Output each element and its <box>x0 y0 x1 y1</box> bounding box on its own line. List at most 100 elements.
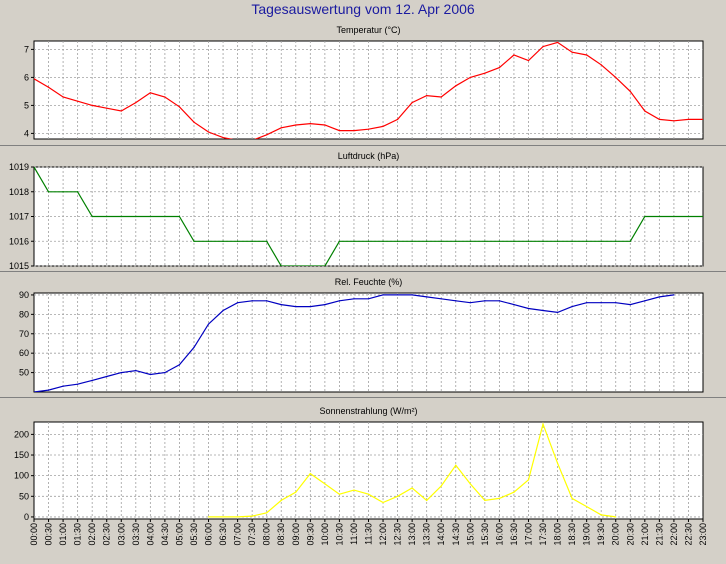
x-tick-label: 19:00 <box>582 523 592 546</box>
x-tick-label: 11:00 <box>349 523 359 545</box>
x-tick-label: 13:00 <box>407 523 417 546</box>
data-point <box>469 240 471 242</box>
data-point <box>382 294 384 296</box>
y-tick-label: 1019 <box>9 162 29 172</box>
data-point <box>47 389 50 391</box>
x-tick-label: 12:00 <box>378 523 388 546</box>
data-point <box>237 302 239 304</box>
data-point <box>411 294 413 296</box>
x-tick-label: 16:00 <box>494 523 504 546</box>
data-point <box>309 123 311 125</box>
data-point <box>106 375 108 378</box>
x-tick-label: 15:30 <box>480 523 490 546</box>
data-point <box>426 95 428 97</box>
data-point <box>556 41 559 44</box>
data-point <box>324 483 326 485</box>
data-point <box>600 64 602 66</box>
data-point <box>600 302 602 304</box>
data-point <box>251 240 253 242</box>
data-point <box>571 240 573 242</box>
data-point <box>280 499 282 502</box>
data-point <box>178 106 181 108</box>
data-point <box>396 118 399 120</box>
x-tick-label: 08:30 <box>276 523 286 546</box>
x-tick-label: 20:30 <box>625 523 635 546</box>
data-point <box>629 240 631 242</box>
data-point <box>498 300 500 302</box>
data-point <box>658 296 660 298</box>
y-tick-label: 80 <box>19 309 29 319</box>
y-tick-label: 1018 <box>9 187 29 197</box>
y-tick-label: 200 <box>14 429 29 439</box>
data-point <box>120 110 122 112</box>
data-point <box>571 305 573 308</box>
x-tick-label: 13:30 <box>422 523 432 546</box>
data-point <box>673 120 675 122</box>
data-point <box>164 96 166 98</box>
y-tick-label: 70 <box>19 329 29 339</box>
y-tick-label: 4 <box>24 128 29 138</box>
data-point <box>324 265 326 266</box>
data-point <box>135 215 137 218</box>
x-tick-label: 21:00 <box>640 523 650 546</box>
chart-title: Temperatur (°C) <box>336 25 400 35</box>
data-point <box>309 472 311 475</box>
data-point <box>207 131 210 133</box>
data-point <box>222 516 224 518</box>
data-point <box>484 499 486 502</box>
data-point <box>34 167 35 168</box>
data-point <box>149 92 151 94</box>
data-point <box>513 491 515 493</box>
data-point <box>586 54 588 56</box>
data-point <box>309 305 311 308</box>
data-point <box>382 501 384 504</box>
data-point <box>455 240 457 242</box>
x-tick-label: 09:30 <box>305 523 315 546</box>
data-point <box>542 240 544 242</box>
data-point <box>658 118 660 120</box>
data-point <box>615 516 617 518</box>
data-point <box>440 485 442 487</box>
data-point <box>571 51 573 53</box>
data-point <box>426 296 428 298</box>
x-tick-label: 04:00 <box>145 523 155 546</box>
x-tick-label: 19:30 <box>596 523 606 546</box>
panel-divider <box>0 145 726 146</box>
data-point <box>309 265 311 266</box>
x-tick-label: 17:00 <box>524 523 534 546</box>
data-point <box>367 128 370 130</box>
data-point <box>687 215 690 218</box>
data-point <box>280 127 282 129</box>
data-point <box>498 497 500 499</box>
y-tick-label: 50 <box>19 368 29 378</box>
y-tick-label: 60 <box>19 348 29 358</box>
y-tick-label: 90 <box>19 290 29 300</box>
x-tick-label: 20:00 <box>611 523 621 546</box>
data-point <box>513 304 515 306</box>
x-tick-label: 18:00 <box>553 523 563 546</box>
x-tick-label: 10:00 <box>320 523 330 546</box>
data-point <box>295 124 297 126</box>
data-point <box>193 346 195 348</box>
data-point <box>237 516 239 518</box>
data-point <box>91 104 93 106</box>
x-tick-label: 22:00 <box>669 523 679 546</box>
x-tick-label: 01:30 <box>73 523 83 546</box>
data-point <box>338 240 341 242</box>
data-point <box>600 514 602 516</box>
data-point <box>586 302 588 304</box>
data-point <box>527 240 530 242</box>
chart-panel-2: 1015 1016 1017 1018 1019 Luftdruck (hPa) <box>9 151 704 271</box>
x-tick-label: 11:30 <box>364 523 374 545</box>
y-tick-label: 0 <box>24 512 29 522</box>
x-tick-label: 16:30 <box>509 523 519 546</box>
data-point <box>178 215 181 218</box>
data-point <box>411 102 413 104</box>
data-point <box>77 191 79 193</box>
data-point <box>469 302 471 304</box>
data-point <box>266 134 268 136</box>
data-point <box>324 124 326 126</box>
data-point <box>527 60 530 62</box>
panel-divider <box>0 397 726 398</box>
data-point <box>353 130 355 132</box>
